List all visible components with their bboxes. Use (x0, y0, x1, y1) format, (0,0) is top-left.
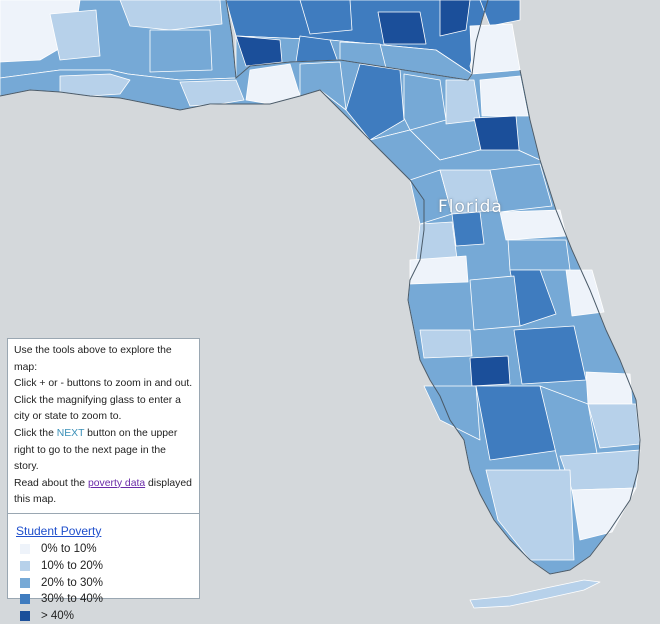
region-fl-county[interactable] (559, 449, 641, 491)
instruction-line: Click + or - buttons to zoom in and out. (14, 378, 193, 390)
region-fl-county[interactable] (419, 329, 473, 359)
region-fl-county[interactable] (403, 73, 447, 131)
region-fl-county[interactable] (179, 79, 245, 107)
legend-swatch (20, 577, 30, 588)
next-keyword: NEXT (56, 427, 85, 439)
instruction-line: Use the tools above to explore the map: (14, 345, 172, 373)
info-panel: Use the tools above to explore the map: … (7, 338, 200, 622)
region-fl-county[interactable] (409, 255, 469, 285)
region-al-county[interactable] (149, 29, 213, 73)
legend-item: 0% to 10% (16, 541, 191, 558)
region-fl-county[interactable] (565, 269, 605, 317)
instruction-line: Click the magnifying glass to enter a ci… (14, 394, 181, 423)
legend-swatch (20, 594, 30, 605)
legend-item: 20% to 30% (16, 574, 191, 591)
legend-swatch (20, 544, 30, 555)
region-ga-county[interactable] (299, 0, 353, 35)
region-ga-county[interactable] (469, 23, 521, 75)
region-fl-county[interactable] (513, 325, 587, 385)
region-fl-county[interactable] (485, 469, 575, 561)
region-fl-county[interactable] (423, 385, 481, 441)
legend-label: 0% to 10% (41, 543, 97, 556)
legend-label: 30% to 40% (41, 593, 104, 606)
region-ga-county[interactable] (235, 35, 283, 67)
region-fl-county[interactable] (345, 63, 405, 141)
region-fl-county[interactable] (59, 73, 131, 97)
state-border (225, 0, 489, 81)
region-fl-county[interactable] (585, 371, 633, 405)
region-fl-county[interactable] (571, 487, 637, 541)
legend-item: 30% to 40% (16, 591, 191, 608)
region-fl-county[interactable] (499, 209, 567, 241)
region-fl-county[interactable] (489, 163, 553, 213)
legend-swatch (20, 560, 30, 571)
legend-title-link[interactable]: Student Poverty (16, 523, 102, 538)
poverty-data-link[interactable]: poverty data (87, 477, 146, 489)
region-fl-county[interactable] (299, 61, 347, 111)
region-fl-county[interactable] (469, 355, 511, 387)
instruction-line: Read about the poverty data displayed th… (14, 477, 192, 506)
region-ga-county[interactable] (439, 0, 471, 37)
legend-label: > 40% (41, 610, 74, 623)
legend-item: 10% to 20% (16, 558, 191, 575)
region-al-county[interactable] (119, 0, 223, 31)
region-ga-county[interactable] (479, 0, 521, 27)
legend: Student Poverty 0% to 10% 10% to 20% 20% t… (8, 514, 199, 624)
legend-label: 10% to 20% (41, 559, 104, 572)
region-fl-county[interactable] (469, 275, 521, 331)
state-label-florida: Florida (438, 197, 503, 217)
region-florida-keys[interactable] (469, 579, 601, 609)
region-al-county[interactable] (49, 9, 101, 61)
region-fl-county[interactable] (479, 75, 529, 117)
region-fl-county[interactable] (445, 79, 481, 125)
legend-swatch (20, 611, 30, 622)
florida-outline (0, 69, 641, 575)
instruction-line: Click the NEXT button on the upper right… (14, 427, 178, 473)
legend-label: 20% to 30% (41, 576, 104, 589)
region-fl-county[interactable] (451, 211, 485, 247)
map-instructions: Use the tools above to explore the map: … (8, 339, 199, 514)
region-ga-county[interactable] (377, 11, 427, 45)
region-fl-county[interactable] (507, 239, 571, 271)
